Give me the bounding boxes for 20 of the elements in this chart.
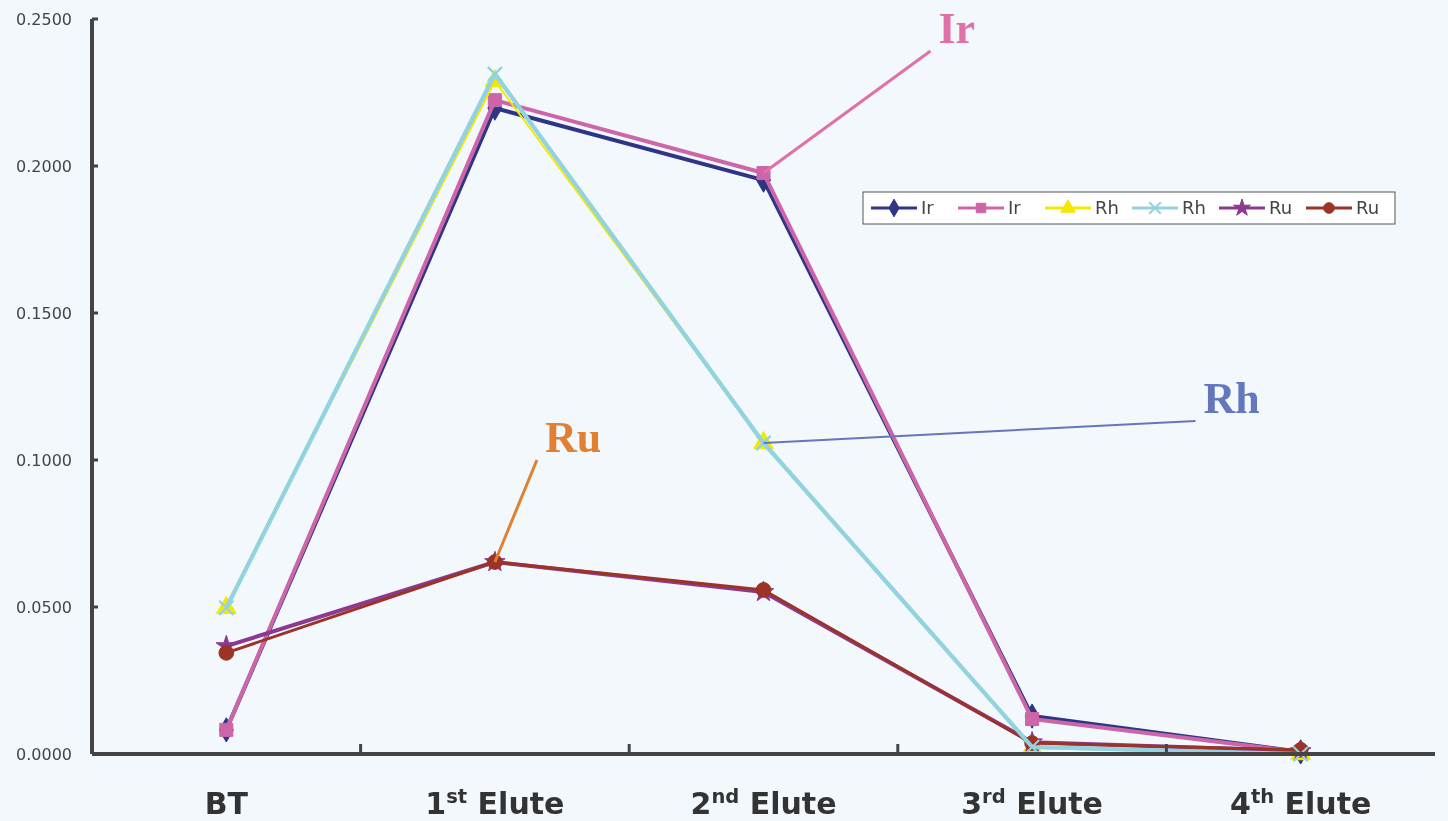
y-tick-label: 0.0500 bbox=[16, 597, 72, 617]
legend-label: Ir bbox=[1008, 197, 1022, 219]
x-tick-label: 3$^{rd}$ Elute bbox=[961, 784, 1103, 821]
x-tick-label: 1$^{st}$ Elute bbox=[425, 784, 565, 821]
y-tick-label: 0.1500 bbox=[16, 303, 72, 323]
legend-label: Ru bbox=[1356, 197, 1380, 219]
x-tick-label: BT bbox=[204, 786, 249, 821]
y-tick-label: 0.2000 bbox=[16, 156, 72, 176]
legend-label: Ru bbox=[1269, 197, 1293, 219]
y-tick-label: 0.0000 bbox=[16, 744, 72, 764]
annotation: Ir bbox=[938, 4, 976, 54]
legend-label: Rh bbox=[1182, 197, 1206, 219]
annotation: Ru bbox=[544, 413, 602, 463]
x-tick-label: 2$^{nd}$ Elute bbox=[690, 784, 837, 821]
y-tick-label: 0.1000 bbox=[16, 450, 72, 470]
y-tick-label: 0.2500 bbox=[16, 9, 72, 29]
legend-label: Ir bbox=[921, 197, 935, 219]
x-tick-label: 4$^{th}$ Elute bbox=[1230, 784, 1372, 821]
annotation: Rh bbox=[1203, 373, 1260, 423]
legend-label: Rh bbox=[1095, 197, 1119, 219]
